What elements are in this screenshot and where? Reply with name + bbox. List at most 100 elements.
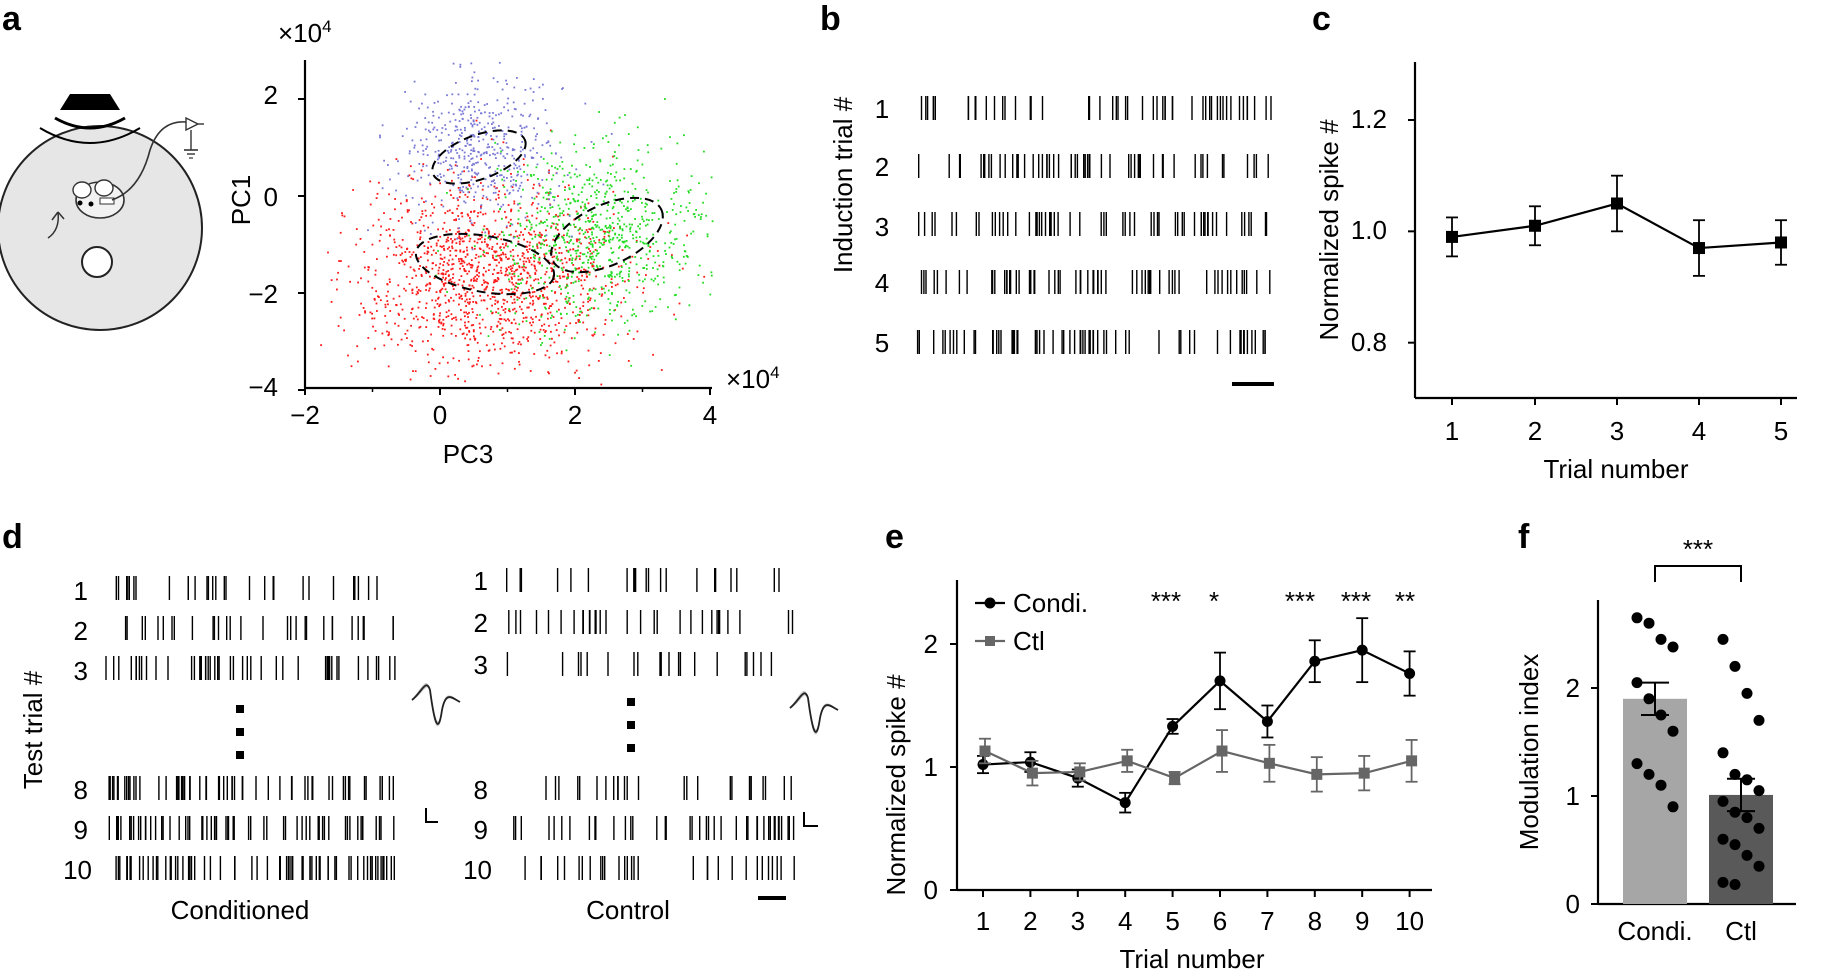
pca-point [473,93,476,96]
pca-point [574,267,577,270]
pca-point [537,178,539,180]
pca-point [649,310,651,313]
pca-point [571,262,573,264]
pca-point [390,338,393,341]
pca-point [522,265,525,268]
pca-point [492,286,495,289]
pca-point [401,259,404,262]
pca-point [533,331,536,334]
chart-e-significance: *** [1285,586,1315,616]
pca-point [591,244,594,247]
pca-point [484,326,487,329]
pca-point [347,354,349,357]
pca-point [505,133,508,136]
pca-point [411,345,413,347]
pca-point [588,228,591,231]
pca-point [503,246,505,249]
pca-point [678,269,681,272]
pca-point [602,266,605,269]
pca-point [364,310,366,313]
pca-point [599,179,602,181]
pca-point [476,241,479,244]
pca-point [378,181,380,184]
pca-point [545,122,548,125]
pca-point [599,352,602,354]
pca-point [419,238,421,241]
pca-point [577,249,579,252]
pca-point [523,269,526,272]
pca-point [532,302,535,305]
pca-point [469,237,472,240]
pca-point [518,297,521,300]
pca-point [434,150,437,153]
pca-point [488,112,491,114]
pca-point [496,152,499,154]
pca-point [615,171,618,174]
pca-point [492,121,495,124]
pca-point [425,289,427,291]
pca-point [613,202,616,204]
pca-point [607,289,610,292]
chart-f-ytick-label: 2 [1566,673,1580,703]
pca-point [500,257,503,260]
pca-point [619,179,621,182]
pca-point [585,229,588,231]
pca-point [598,111,600,113]
pca-point [573,199,576,202]
pca-point [493,279,496,282]
pca-point [535,135,537,138]
pca-point [385,229,388,232]
pca-point [394,198,396,200]
pca-point [421,102,423,105]
pca-point [550,317,552,319]
chart-e-point-ctl [1406,755,1418,767]
pca-point [542,329,545,331]
ellipsis-dot [236,705,244,713]
pca-point [645,237,648,240]
cond-trial-label: 1 [74,576,88,606]
pca-point [385,295,388,297]
pca-point [339,316,342,319]
pca-point [635,241,638,243]
pca-point [425,138,428,141]
pca-point [533,230,536,233]
pca-point [569,201,572,204]
pca-point [459,237,461,239]
pca-point [425,148,427,150]
pca-point [460,262,463,265]
pca-point [597,307,600,310]
pca-point [635,169,638,172]
pca-point [442,174,445,177]
pca-point [542,83,544,86]
chart-e-xtick-label: 3 [1071,906,1085,936]
pca-point [512,283,515,286]
pca-point [404,251,407,253]
pca-point [584,102,587,105]
pca-point [540,243,542,246]
pca-point [552,196,554,198]
pca-point [383,159,385,162]
pca-point [505,225,508,228]
pca-point [619,225,622,228]
pca-point [462,191,465,193]
pca-point [611,260,613,263]
pca-point [549,144,552,147]
pca-point [585,255,588,258]
pca-point [564,186,566,189]
pca-point [408,174,411,177]
pca-point [468,184,470,186]
pca-point [505,242,508,245]
pca-point [477,275,480,278]
pca-point [567,292,569,294]
waveform-mean [411,684,461,725]
pca-point [489,263,491,266]
pca-point [503,165,506,168]
pca-point [584,231,587,234]
pca-point [635,231,638,233]
pca-point [446,94,448,97]
pca-point [479,332,482,335]
pca-point [565,300,568,303]
pca-point [551,262,553,265]
pca-point [475,119,478,122]
pca-point [493,185,496,188]
